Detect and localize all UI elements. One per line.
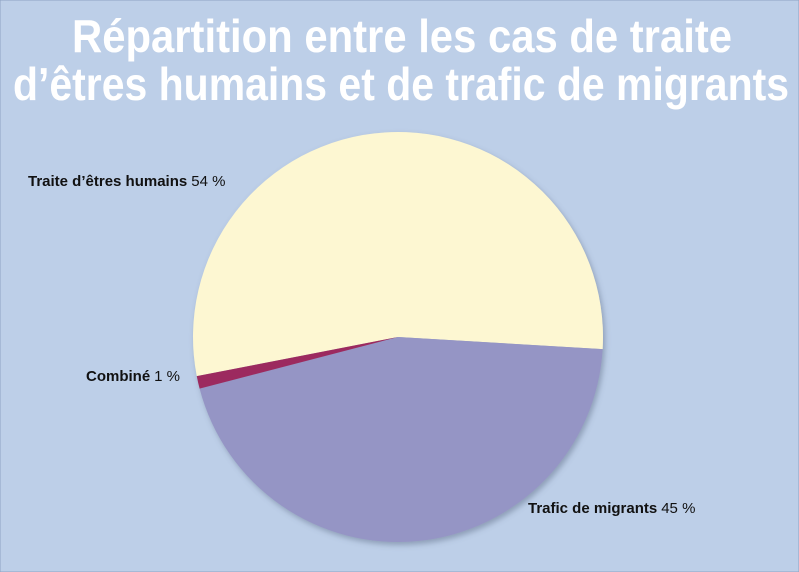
pie-slice <box>196 337 398 389</box>
chart-title: d’êtres humains et de trafic de migrants <box>13 58 789 110</box>
pie-slice <box>193 131 603 377</box>
slice-value: 54 % <box>191 173 225 190</box>
pie <box>193 131 603 543</box>
slice-label: Combiné 1 % <box>86 368 180 385</box>
slice-value: 45 % <box>661 500 695 517</box>
slice-label: Trafic de migrants 45 % <box>528 500 695 517</box>
slice-label: Traite d’êtres humains 54 % <box>28 173 225 190</box>
slice-name: Combiné <box>86 368 150 385</box>
pie-slice <box>199 337 603 543</box>
slice-name: Trafic de migrants <box>528 500 657 517</box>
chart-title: Répartition entre les cas de traite <box>72 10 732 62</box>
slice-name: Traite d’êtres humains <box>28 173 187 190</box>
slice-value: 1 % <box>154 368 180 385</box>
